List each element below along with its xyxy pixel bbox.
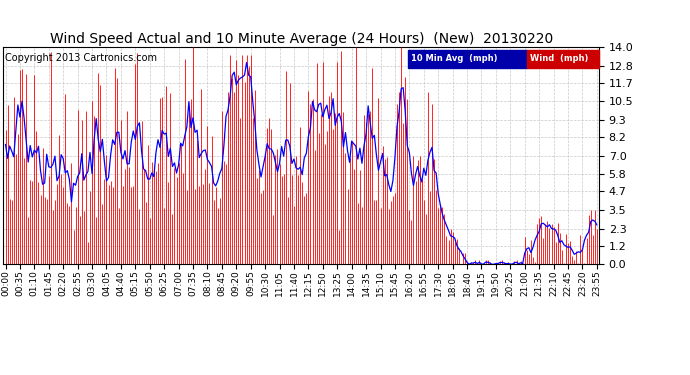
FancyBboxPatch shape <box>527 50 599 68</box>
Text: Copyright 2013 Cartronics.com: Copyright 2013 Cartronics.com <box>5 53 157 63</box>
Text: 10 Min Avg  (mph): 10 Min Avg (mph) <box>411 54 498 63</box>
Title: Wind Speed Actual and 10 Minute Average (24 Hours)  (New)  20130220: Wind Speed Actual and 10 Minute Average … <box>50 32 553 46</box>
FancyBboxPatch shape <box>408 50 527 68</box>
Text: Wind  (mph): Wind (mph) <box>531 54 589 63</box>
